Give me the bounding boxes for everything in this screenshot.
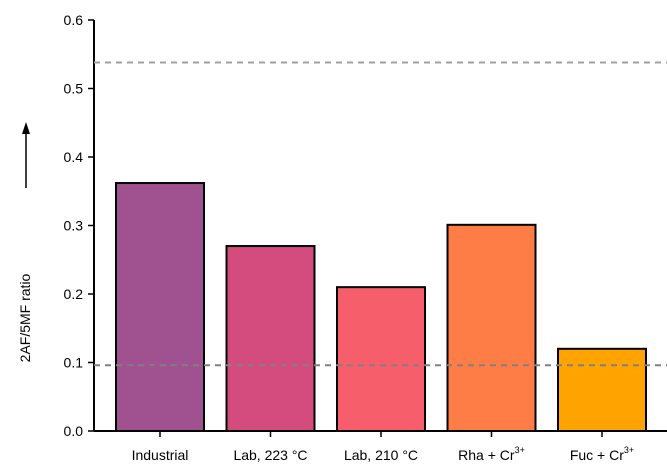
y-tick-label: 0.4 [64,149,84,165]
x-axis: Industrial Lab, 223 °C Lab, 210 °C Rha + Cr… [94,430,667,463]
x-tick-label: Lab, 210 °C [344,447,418,463]
x-tick-label-text: Lab, 210 °C [344,447,418,463]
y-tick-label: 0.1 [64,355,84,371]
bar [446,223,537,432]
y-axis-label: 2AF/5MF ratio [17,273,33,362]
y-tick-label: 0.6 [64,12,84,28]
x-tick-label: Fuc + Cr3+ [570,445,634,463]
x-tick-label: Rha + Cr3+ [458,445,525,463]
x-tick-label-text: Lab, 223 °C [233,447,307,463]
bars [115,182,647,432]
x-tick-label-text: Rha + Cr [458,447,515,463]
y-tick-label: 0.5 [64,81,84,97]
y-tick-label: 0.0 [64,423,84,439]
up-arrow-icon [22,122,30,188]
y-axis-title-group: 2AF/5MF ratio [17,122,33,362]
y-axis: 0.0 0.1 0.2 0.3 0.4 0.5 0.6 [64,12,95,439]
x-tick-label-superscript: 3+ [624,445,634,455]
bar [115,182,205,432]
bar [225,245,316,432]
x-tick-label-text: Industrial [132,447,189,463]
bar [336,286,426,432]
x-tick-label-text: Fuc + Cr [570,447,624,463]
x-tick-label: Industrial [132,447,189,463]
x-tick-label-superscript: 3+ [515,445,525,455]
reference-lines [94,61,667,367]
y-tick-label: 0.3 [64,218,84,234]
bar [557,347,647,432]
y-tick-label: 0.2 [64,286,84,302]
x-tick-label: Lab, 223 °C [233,447,307,463]
